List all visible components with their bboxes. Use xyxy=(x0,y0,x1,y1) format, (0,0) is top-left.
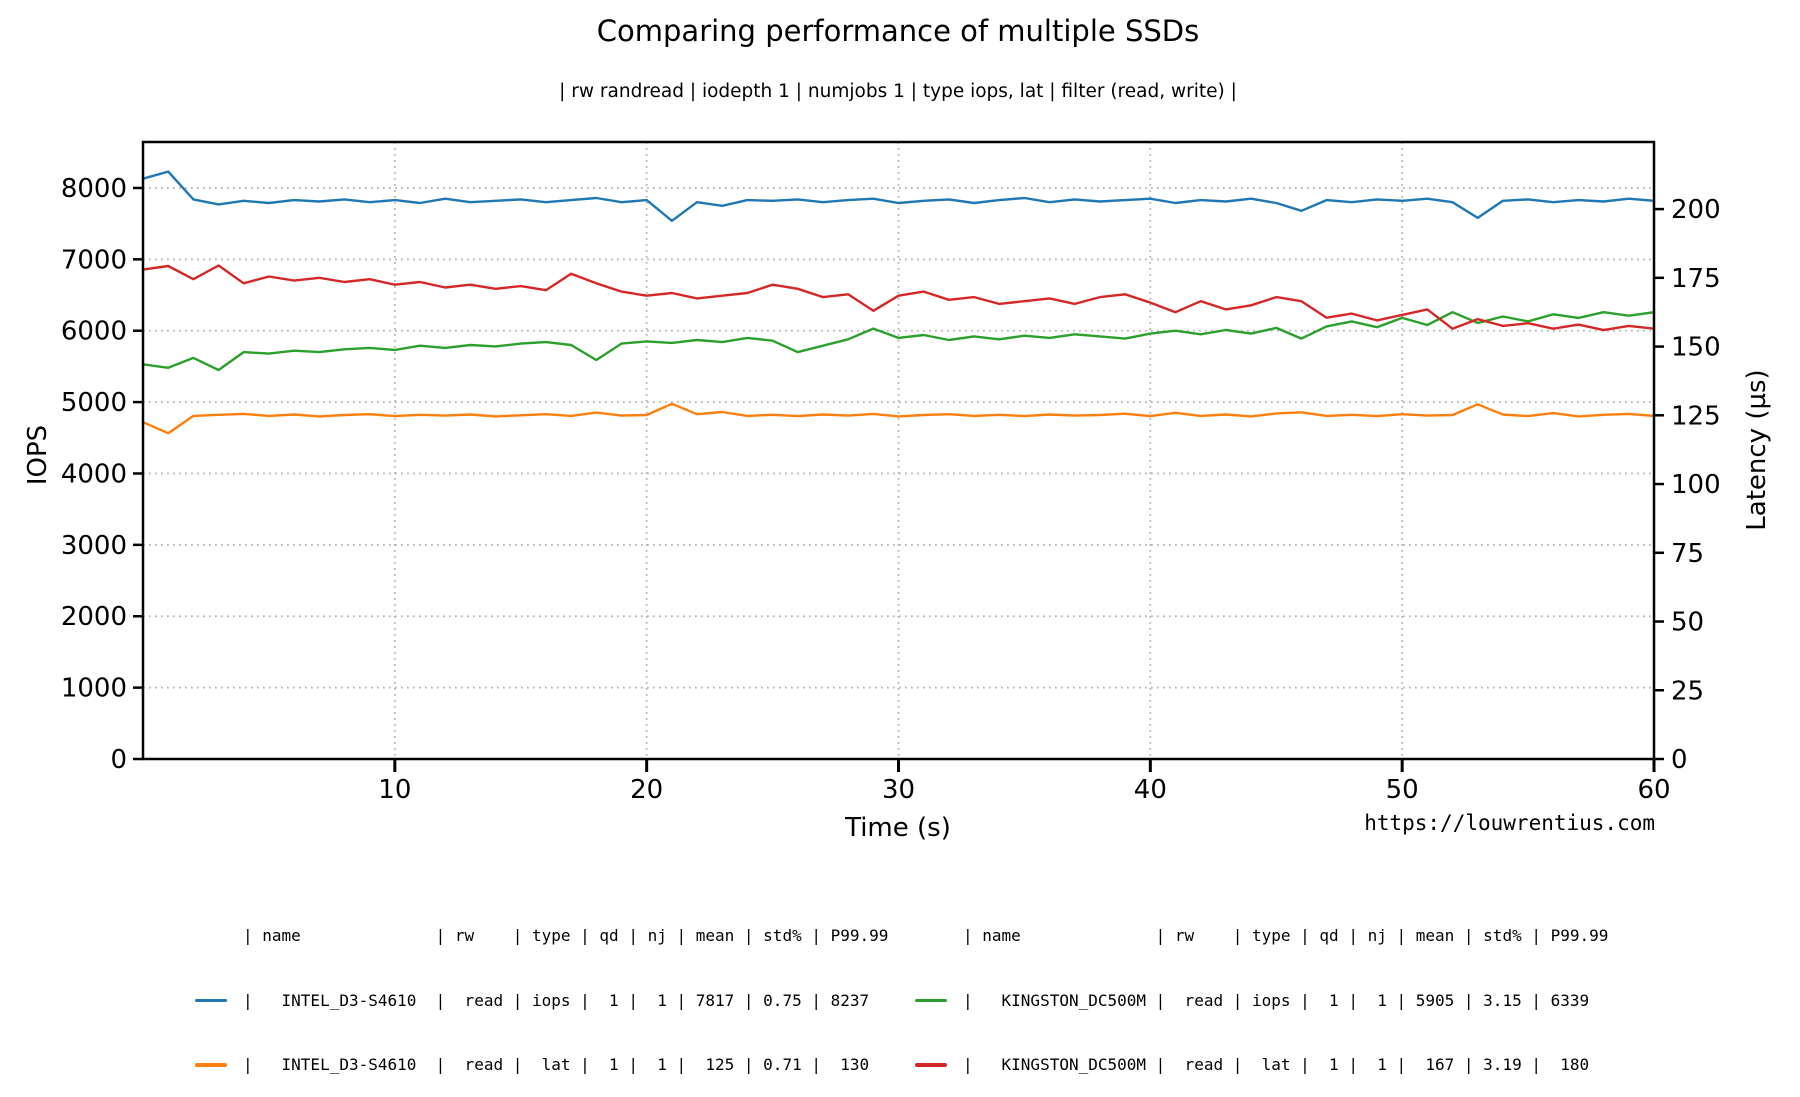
tick-label-right-175: 175 xyxy=(1671,264,1721,294)
tick-label-left-4000: 4000 xyxy=(61,459,127,489)
legend-line-intel-iops-icon xyxy=(195,998,227,1002)
y-axis-label-latency: Latency (µs) xyxy=(1742,369,1772,531)
legend-row-kingston-lat: | KINGSTON_DC500M | read | lat | 1 | 1 |… xyxy=(915,1054,1608,1076)
series-line-intel-d3-s4610-read-iops xyxy=(141,170,1656,223)
y-axis-label-iops: IOPS xyxy=(23,424,53,486)
series-line-kingston-dc500m-read-lat xyxy=(141,264,1656,332)
tick-label-left-3000: 3000 xyxy=(61,531,127,561)
tick-label-right-200: 200 xyxy=(1671,195,1721,225)
legend-row-kingston-iops: | KINGSTON_DC500M | read | iops | 1 | 1 … xyxy=(915,990,1608,1012)
tick-label-right-125: 125 xyxy=(1671,401,1721,431)
series-line-kingston-dc500m-read-iops xyxy=(141,311,1656,372)
legend-header-row: | name | rw | type | qd | nj | mean | st… xyxy=(195,925,888,947)
legend-swatch-slot xyxy=(915,1063,963,1067)
figure-page: { "title": "Comparing performance of mul… xyxy=(23,14,1772,1074)
tick-label-right-100: 100 xyxy=(1671,470,1721,500)
x-axis-label-time: Time (s) xyxy=(845,813,951,843)
tick-label-right-75: 75 xyxy=(1671,539,1704,569)
tick-label-x-50: 50 xyxy=(1386,775,1419,805)
tick-label-left-8000: 8000 xyxy=(61,174,127,204)
tick-label-x-30: 30 xyxy=(882,775,915,805)
tick-label-x-40: 40 xyxy=(1134,775,1167,805)
legend-header-row: | name | rw | type | qd | nj | mean | st… xyxy=(915,925,1608,947)
chart-subtitle: | rw randread | iodepth 1 | numjobs 1 | … xyxy=(559,81,1237,102)
legend-row-kingston-iops-text: | KINGSTON_DC500M | read | iops | 1 | 1 … xyxy=(963,990,1590,1010)
tick-label-x-10: 10 xyxy=(378,775,411,805)
series-line-intel-d3-s4610-read-lat xyxy=(141,402,1656,435)
chart-plot-area: 0 1000 2000 3000 4000 5000 6000 7000 8000 0 25 50 75… xyxy=(61,140,1721,805)
tick-label-left-7000: 7000 xyxy=(61,245,127,275)
legend-row-kingston-lat-text: | KINGSTON_DC500M | read | lat | 1 | 1 |… xyxy=(963,1055,1590,1074)
tick-label-right-50: 50 xyxy=(1671,608,1704,638)
watermark-url: https://louwrentius.com xyxy=(1364,811,1655,835)
legend-line-intel-lat-icon xyxy=(195,1063,227,1067)
legend-row-intel-lat: | INTEL_D3-S4610 | read | lat | 1 | 1 | … xyxy=(195,1054,888,1076)
legend-row-intel-iops: | INTEL_D3-S4610 | read | iops | 1 | 1 |… xyxy=(195,990,888,1012)
tick-label-right-25: 25 xyxy=(1671,676,1704,706)
tick-label-x-60: 60 xyxy=(1637,775,1670,805)
legend-line-kingston-lat-icon xyxy=(915,1063,947,1067)
legend-header: | name | rw | type | qd | nj | mean | st… xyxy=(963,926,1609,945)
legend-line-kingston-iops-icon xyxy=(915,998,947,1002)
tick-label-left-2000: 2000 xyxy=(61,602,127,632)
legend-row-intel-lat-text: | INTEL_D3-S4610 | read | lat | 1 | 1 | … xyxy=(243,1055,870,1074)
tick-label-left-6000: 6000 xyxy=(61,317,127,347)
legend-swatch-slot xyxy=(195,1063,243,1067)
legend-swatch-slot xyxy=(195,998,243,1002)
legend-row-intel-iops-text: | INTEL_D3-S4610 | read | iops | 1 | 1 |… xyxy=(243,990,870,1010)
legend-left: | name | rw | type | qd | nj | mean | st… xyxy=(195,882,888,1097)
tick-label-right-150: 150 xyxy=(1671,333,1721,363)
plot-border xyxy=(141,140,1656,761)
tick-label-left-5000: 5000 xyxy=(61,388,127,418)
tick-label-x-20: 20 xyxy=(630,775,663,805)
legend-header: | name | rw | type | qd | nj | mean | st… xyxy=(243,926,889,945)
legend-swatch-slot xyxy=(915,998,963,1002)
tick-label-right-0: 0 xyxy=(1671,745,1688,775)
tick-label-left-1000: 1000 xyxy=(61,674,127,704)
tick-label-left-0: 0 xyxy=(110,745,127,775)
legend-right: | name | rw | type | qd | nj | mean | st… xyxy=(915,882,1608,1097)
chart-title: Comparing performance of multiple SSDs xyxy=(596,14,1200,48)
